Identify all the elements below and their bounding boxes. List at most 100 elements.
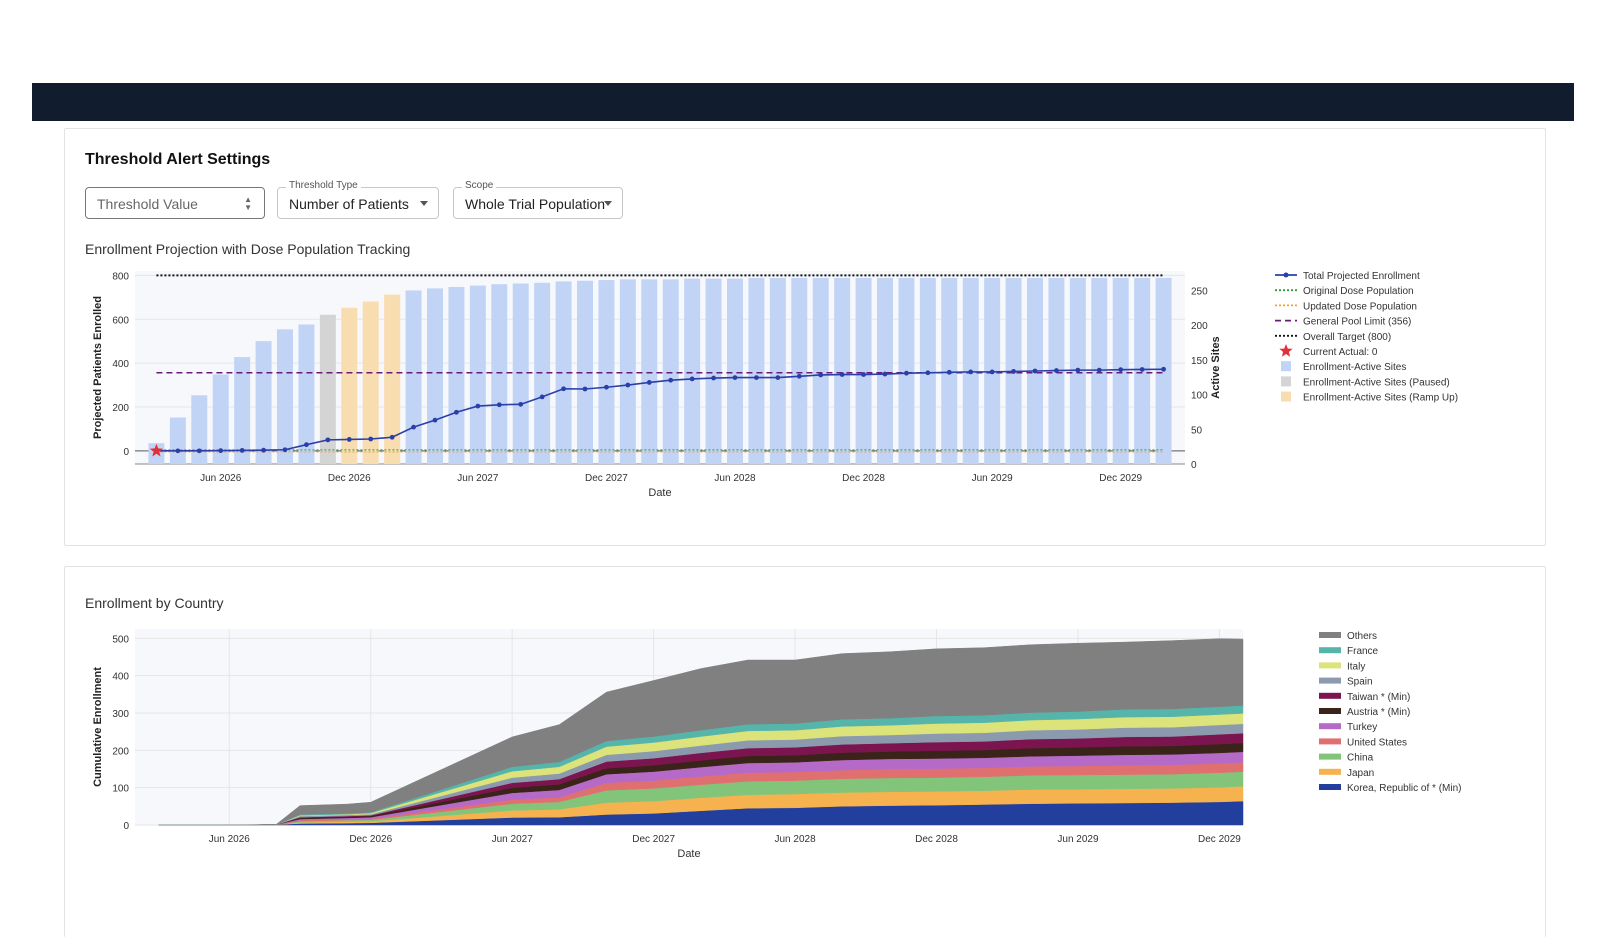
enrollment-point	[818, 372, 824, 378]
x-tick-label: Dec 2029	[1198, 834, 1241, 845]
y-axis-title: Projected Patients Enrolled	[92, 296, 104, 439]
y-tick-label: 100	[112, 784, 129, 795]
legend-label: Korea, Republic of * (Min)	[1347, 783, 1462, 794]
y2-tick-label: 200	[1191, 321, 1208, 332]
legend-swatch	[1281, 391, 1291, 402]
y-tick-label: 200	[112, 746, 129, 757]
enrollment-point	[989, 369, 995, 375]
x-tick-label: Dec 2026	[328, 473, 371, 484]
bar-active-sites	[641, 279, 658, 464]
enrollment-point	[239, 448, 245, 453]
legend-swatch	[1319, 677, 1341, 684]
enrollment-point	[282, 447, 288, 453]
enrollment-point	[582, 386, 588, 392]
y2-tick-label: 100	[1191, 391, 1208, 402]
enrollment-point	[1118, 367, 1124, 373]
enrollment-point	[1054, 368, 1059, 373]
enrollment-point	[175, 448, 181, 454]
x-tick-label: Jun 2029	[972, 473, 1014, 484]
legend-label: Turkey	[1347, 722, 1377, 733]
enrollment-point	[925, 370, 931, 376]
y-tick-label: 0	[123, 447, 129, 458]
spinner-arrows-icon[interactable]: ▲ ▼	[244, 195, 252, 212]
threshold-value-placeholder: Threshold Value	[97, 196, 198, 212]
enrollment-point	[325, 437, 331, 443]
bar-active-sites	[191, 395, 208, 464]
bar-active-sites	[341, 307, 358, 464]
enrollment-point	[732, 375, 738, 380]
scope-select[interactable]: Scope Whole Trial Population	[453, 180, 623, 219]
x-tick-label: Jun 2027	[492, 834, 534, 845]
legend-swatch	[1319, 723, 1341, 730]
enrollment-point	[411, 424, 416, 430]
scope-value: Whole Trial Population	[465, 196, 606, 212]
enrollment-point	[1032, 368, 1038, 374]
enrollment-projection-chart: 0 200 400 600 800 0 50 100 150 200 250 Jun 2026 Dec …	[92, 271, 1458, 499]
legend-swatch-dot	[1283, 272, 1289, 278]
threshold-settings-card: Threshold Alert Settings Threshold Value…	[64, 128, 1546, 546]
y-tick-label: 600	[112, 315, 129, 326]
enrollment-point	[689, 376, 695, 382]
bar-active-sites	[298, 324, 315, 464]
bar-active-sites	[255, 341, 272, 464]
legend-star-icon	[1279, 344, 1293, 357]
enrollment-point	[646, 380, 652, 385]
legend-swatch	[1319, 632, 1341, 638]
threshold-value-input[interactable]: Threshold Value ▲ ▼	[85, 187, 265, 219]
bar-active-sites	[234, 357, 251, 464]
legend-label: France	[1347, 646, 1379, 657]
legend-label: China	[1347, 753, 1374, 764]
bar-active-sites	[748, 277, 765, 464]
enrollment-point	[218, 448, 224, 454]
threshold-type-label: Threshold Type	[286, 180, 361, 191]
bar-active-sites	[427, 288, 443, 464]
y2-tick-label: 0	[1191, 460, 1197, 471]
country-enrollment-card: Enrollment by Country 0 100 200 300 400 500 Ju…	[64, 566, 1546, 937]
y2-tick-label: 150	[1191, 356, 1208, 367]
chart1-title: Enrollment Projection with Dose Populati…	[85, 241, 411, 257]
y-tick-label: 300	[112, 709, 129, 720]
chevron-down-icon	[420, 201, 428, 206]
enrollment-point	[968, 369, 974, 375]
legend-swatch	[1319, 647, 1341, 654]
bar-active-sites	[277, 329, 293, 464]
x-tick-label: Dec 2028	[842, 473, 885, 484]
y2-tick-label: 250	[1191, 286, 1208, 297]
enrollment-point	[604, 384, 609, 390]
legend-label: General Pool Limit (356)	[1303, 317, 1411, 328]
x-tick-label: Dec 2026	[349, 834, 392, 845]
enrollment-point	[454, 409, 459, 415]
y-tick-label: 0	[123, 821, 129, 832]
legend-swatch	[1281, 361, 1291, 372]
legend-label: Updated Dose Population	[1303, 301, 1417, 312]
y-tick-label: 500	[112, 634, 129, 645]
legend-swatch	[1319, 708, 1341, 714]
bar-active-sites	[405, 290, 422, 464]
bar-active-sites	[834, 277, 851, 464]
enrollment-point	[432, 417, 438, 423]
enrollment-point	[475, 403, 481, 409]
bar-active-sites	[448, 286, 465, 464]
enrollment-point	[775, 375, 781, 380]
bar-active-sites	[791, 277, 808, 464]
settings-title: Threshold Alert Settings	[85, 151, 271, 168]
enrollment-point	[882, 371, 888, 377]
threshold-type-select[interactable]: Threshold Type Number of Patients	[277, 180, 439, 219]
bar-active-sites	[705, 278, 722, 464]
y-tick-label: 200	[112, 403, 129, 414]
threshold-type-value: Number of Patients	[289, 196, 409, 212]
bar-active-sites	[384, 294, 401, 464]
app-header-bar	[32, 83, 1574, 121]
legend-swatch	[1319, 784, 1341, 790]
legend-swatch	[1319, 662, 1341, 669]
bar-active-sites	[319, 314, 336, 464]
x-tick-label: Jun 2029	[1057, 834, 1099, 845]
enrollment-point	[368, 436, 374, 442]
bar-active-sites	[598, 280, 615, 464]
x-tick-label: Dec 2029	[1099, 473, 1142, 484]
y2-tick-label: 50	[1191, 425, 1203, 436]
total-projected-enrollment-line	[156, 368, 1164, 452]
enrollment-point	[711, 375, 716, 381]
legend-label: Enrollment-Active Sites	[1303, 362, 1406, 373]
x-tick-label: Dec 2028	[915, 834, 958, 845]
